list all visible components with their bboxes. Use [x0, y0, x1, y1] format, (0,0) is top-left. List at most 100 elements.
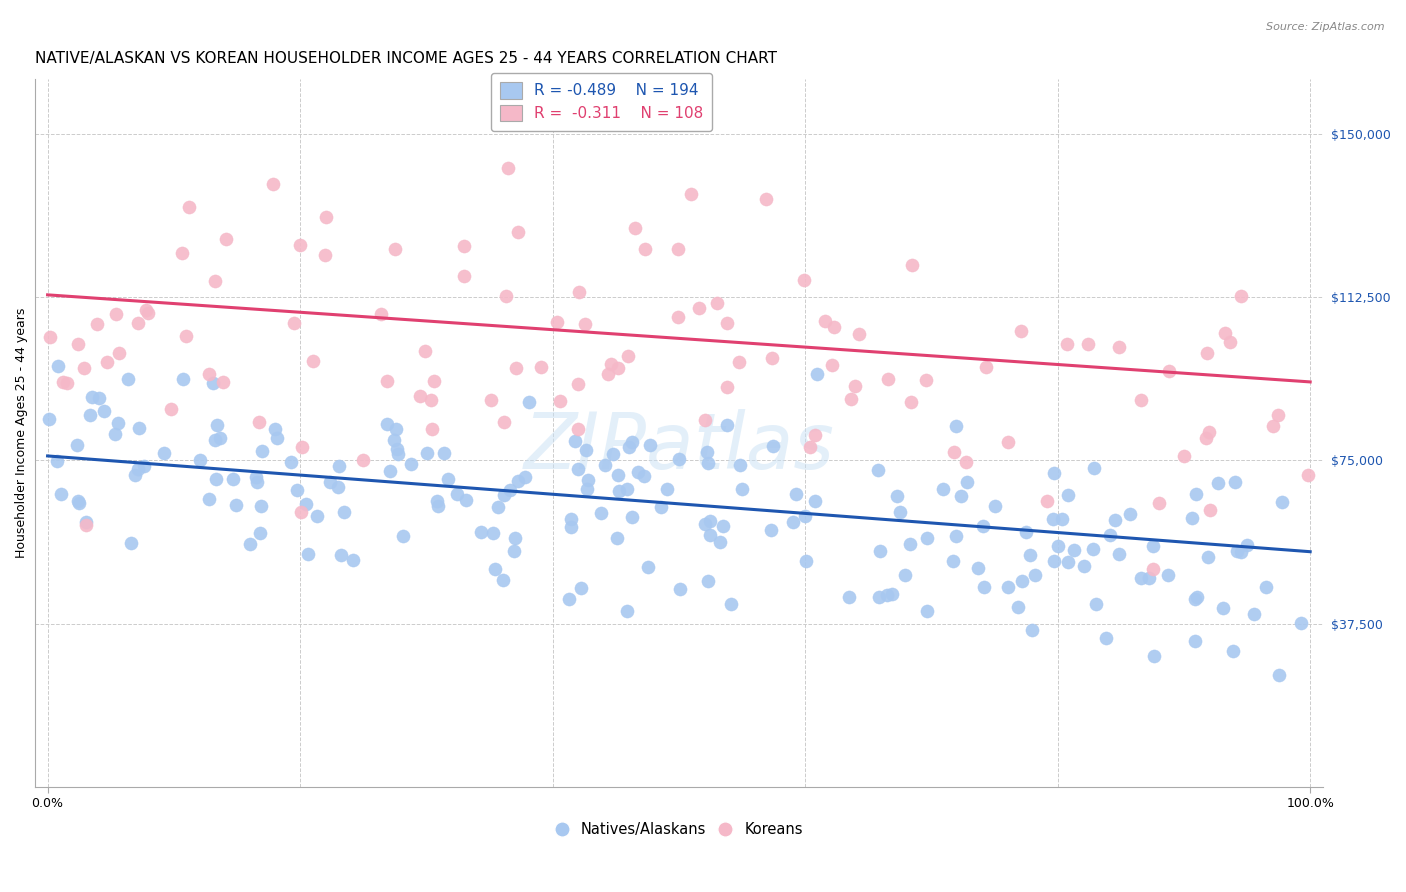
Point — [546, 315, 568, 329]
Point — [73, 360, 96, 375]
Point — [66, 337, 89, 351]
Point — [972, 519, 994, 533]
Point — [696, 574, 718, 588]
Point — [599, 357, 621, 371]
Point — [82, 390, 104, 404]
Point — [188, 453, 211, 467]
Point — [250, 500, 273, 514]
Point — [945, 418, 967, 433]
Point — [384, 242, 406, 256]
Point — [1015, 525, 1038, 540]
Point — [699, 514, 721, 528]
Point — [225, 498, 247, 512]
Point — [124, 467, 146, 482]
Point — [568, 285, 591, 299]
Point — [503, 544, 526, 558]
Point — [1229, 289, 1251, 303]
Point — [1043, 554, 1066, 568]
Point — [529, 359, 551, 374]
Point — [720, 597, 742, 611]
Point — [285, 483, 308, 498]
Point — [1184, 634, 1206, 648]
Point — [785, 487, 807, 501]
Point — [385, 442, 408, 457]
Point — [1085, 597, 1108, 611]
Point — [804, 494, 827, 508]
Point — [249, 525, 271, 540]
Point — [1142, 539, 1164, 553]
Point — [333, 505, 356, 519]
Point — [1197, 549, 1219, 564]
Point — [806, 367, 828, 381]
Point — [382, 434, 405, 448]
Point — [492, 415, 515, 429]
Point — [330, 548, 353, 562]
Point — [696, 444, 718, 458]
Point — [319, 475, 342, 490]
Point — [423, 374, 446, 388]
Point — [413, 344, 436, 359]
Point — [55, 376, 77, 390]
Point — [1011, 574, 1033, 588]
Text: ZIPatlas: ZIPatlas — [523, 409, 834, 485]
Point — [997, 580, 1019, 594]
Point — [866, 463, 889, 477]
Point — [668, 452, 690, 467]
Point — [650, 500, 672, 514]
Point — [247, 416, 270, 430]
Point — [1073, 558, 1095, 573]
Point — [250, 443, 273, 458]
Point — [177, 200, 200, 214]
Point — [498, 483, 520, 497]
Point — [328, 459, 350, 474]
Point — [128, 420, 150, 434]
Point — [623, 220, 645, 235]
Point — [762, 438, 785, 452]
Point — [955, 455, 977, 469]
Point — [38, 412, 60, 426]
Point — [793, 273, 815, 287]
Point — [681, 186, 703, 201]
Point — [1157, 364, 1180, 378]
Point — [245, 470, 267, 484]
Point — [688, 301, 710, 315]
Point — [839, 392, 862, 406]
Point — [575, 442, 598, 457]
Point — [409, 389, 432, 403]
Point — [1036, 494, 1059, 508]
Point — [1222, 644, 1244, 658]
Point — [1052, 512, 1074, 526]
Point — [1236, 538, 1258, 552]
Point — [755, 192, 778, 206]
Point — [239, 537, 262, 551]
Point — [370, 307, 392, 321]
Point — [266, 431, 288, 445]
Point — [606, 531, 628, 545]
Point — [297, 547, 319, 561]
Point — [915, 604, 938, 618]
Point — [794, 509, 817, 524]
Point — [607, 467, 630, 482]
Point — [1024, 568, 1046, 582]
Point — [420, 422, 443, 436]
Point — [105, 307, 128, 321]
Point — [1198, 425, 1220, 439]
Point — [426, 494, 449, 508]
Point — [882, 587, 904, 601]
Point — [1289, 615, 1312, 630]
Point — [1147, 496, 1170, 510]
Point — [759, 523, 782, 537]
Point — [67, 496, 90, 510]
Point — [479, 392, 502, 407]
Point — [967, 561, 990, 575]
Point — [515, 470, 537, 484]
Point — [844, 378, 866, 392]
Point — [387, 447, 409, 461]
Point — [315, 210, 337, 224]
Point — [204, 274, 226, 288]
Point — [494, 488, 516, 502]
Point — [621, 434, 644, 449]
Point — [305, 509, 328, 524]
Point — [693, 413, 716, 427]
Point — [709, 534, 731, 549]
